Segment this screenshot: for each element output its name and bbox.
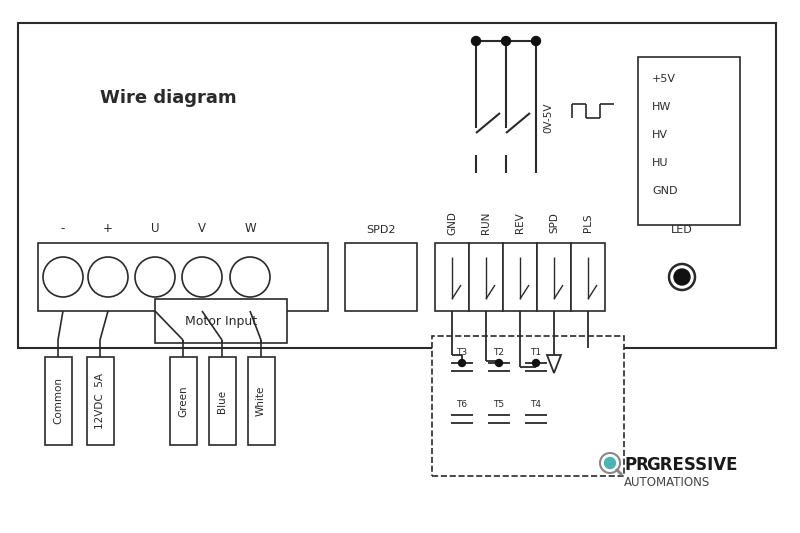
Text: RUN: RUN: [481, 212, 491, 234]
Circle shape: [669, 264, 695, 290]
Bar: [571, 243, 605, 311]
Circle shape: [605, 457, 615, 469]
Text: +: +: [103, 222, 113, 235]
Bar: [503, 243, 537, 311]
Circle shape: [135, 257, 175, 297]
Circle shape: [43, 257, 83, 297]
Text: Wire diagram: Wire diagram: [100, 89, 236, 107]
Text: T1: T1: [530, 348, 542, 357]
Circle shape: [531, 36, 541, 45]
Bar: [18, 23, 776, 348]
Circle shape: [88, 257, 128, 297]
Text: Common: Common: [53, 377, 63, 424]
Text: Blue: Blue: [217, 390, 227, 413]
Bar: [86, 357, 114, 445]
Bar: [170, 357, 197, 445]
Circle shape: [230, 257, 270, 297]
Circle shape: [600, 453, 620, 473]
Bar: [247, 357, 274, 445]
Text: White: White: [256, 386, 266, 416]
Text: GND: GND: [447, 211, 457, 235]
Text: SPD: SPD: [549, 213, 559, 233]
Text: U: U: [150, 222, 159, 235]
Text: GRESSIVE: GRESSIVE: [646, 456, 738, 474]
Text: W: W: [244, 222, 256, 235]
Bar: [537, 243, 571, 311]
Text: SPD2: SPD2: [366, 225, 396, 235]
Text: PLS: PLS: [583, 214, 593, 232]
Text: REV: REV: [515, 213, 525, 233]
Circle shape: [495, 359, 502, 367]
Text: HW: HW: [652, 102, 671, 112]
Text: HV: HV: [652, 130, 668, 140]
Text: V: V: [198, 222, 206, 235]
Text: Green: Green: [178, 385, 188, 417]
Bar: [435, 243, 469, 311]
Text: LED: LED: [671, 225, 693, 235]
Bar: [38, 243, 328, 311]
Text: T6: T6: [457, 400, 467, 409]
Text: PR: PR: [624, 456, 649, 474]
Circle shape: [458, 359, 466, 367]
Circle shape: [502, 36, 510, 45]
Circle shape: [182, 257, 222, 297]
Text: +5V: +5V: [652, 74, 676, 84]
Text: T4: T4: [530, 400, 542, 409]
Circle shape: [533, 359, 539, 367]
Bar: [45, 357, 71, 445]
Text: 0V-5V: 0V-5V: [543, 103, 553, 133]
Circle shape: [471, 36, 481, 45]
Text: 12VDC  5A: 12VDC 5A: [95, 373, 105, 429]
Text: GND: GND: [652, 186, 678, 196]
Polygon shape: [547, 355, 561, 373]
Text: Motor Input: Motor Input: [185, 314, 257, 327]
Bar: [638, 57, 740, 225]
Bar: [345, 243, 417, 311]
Text: AUTOMATIONS: AUTOMATIONS: [624, 477, 710, 489]
Text: T5: T5: [494, 400, 505, 409]
Circle shape: [674, 269, 690, 285]
Bar: [155, 299, 287, 343]
Bar: [209, 357, 235, 445]
Bar: [469, 243, 503, 311]
Text: T3: T3: [457, 348, 467, 357]
Text: HU: HU: [652, 158, 669, 168]
Bar: [432, 336, 624, 476]
Text: -: -: [61, 222, 65, 235]
Text: T2: T2: [494, 348, 505, 357]
